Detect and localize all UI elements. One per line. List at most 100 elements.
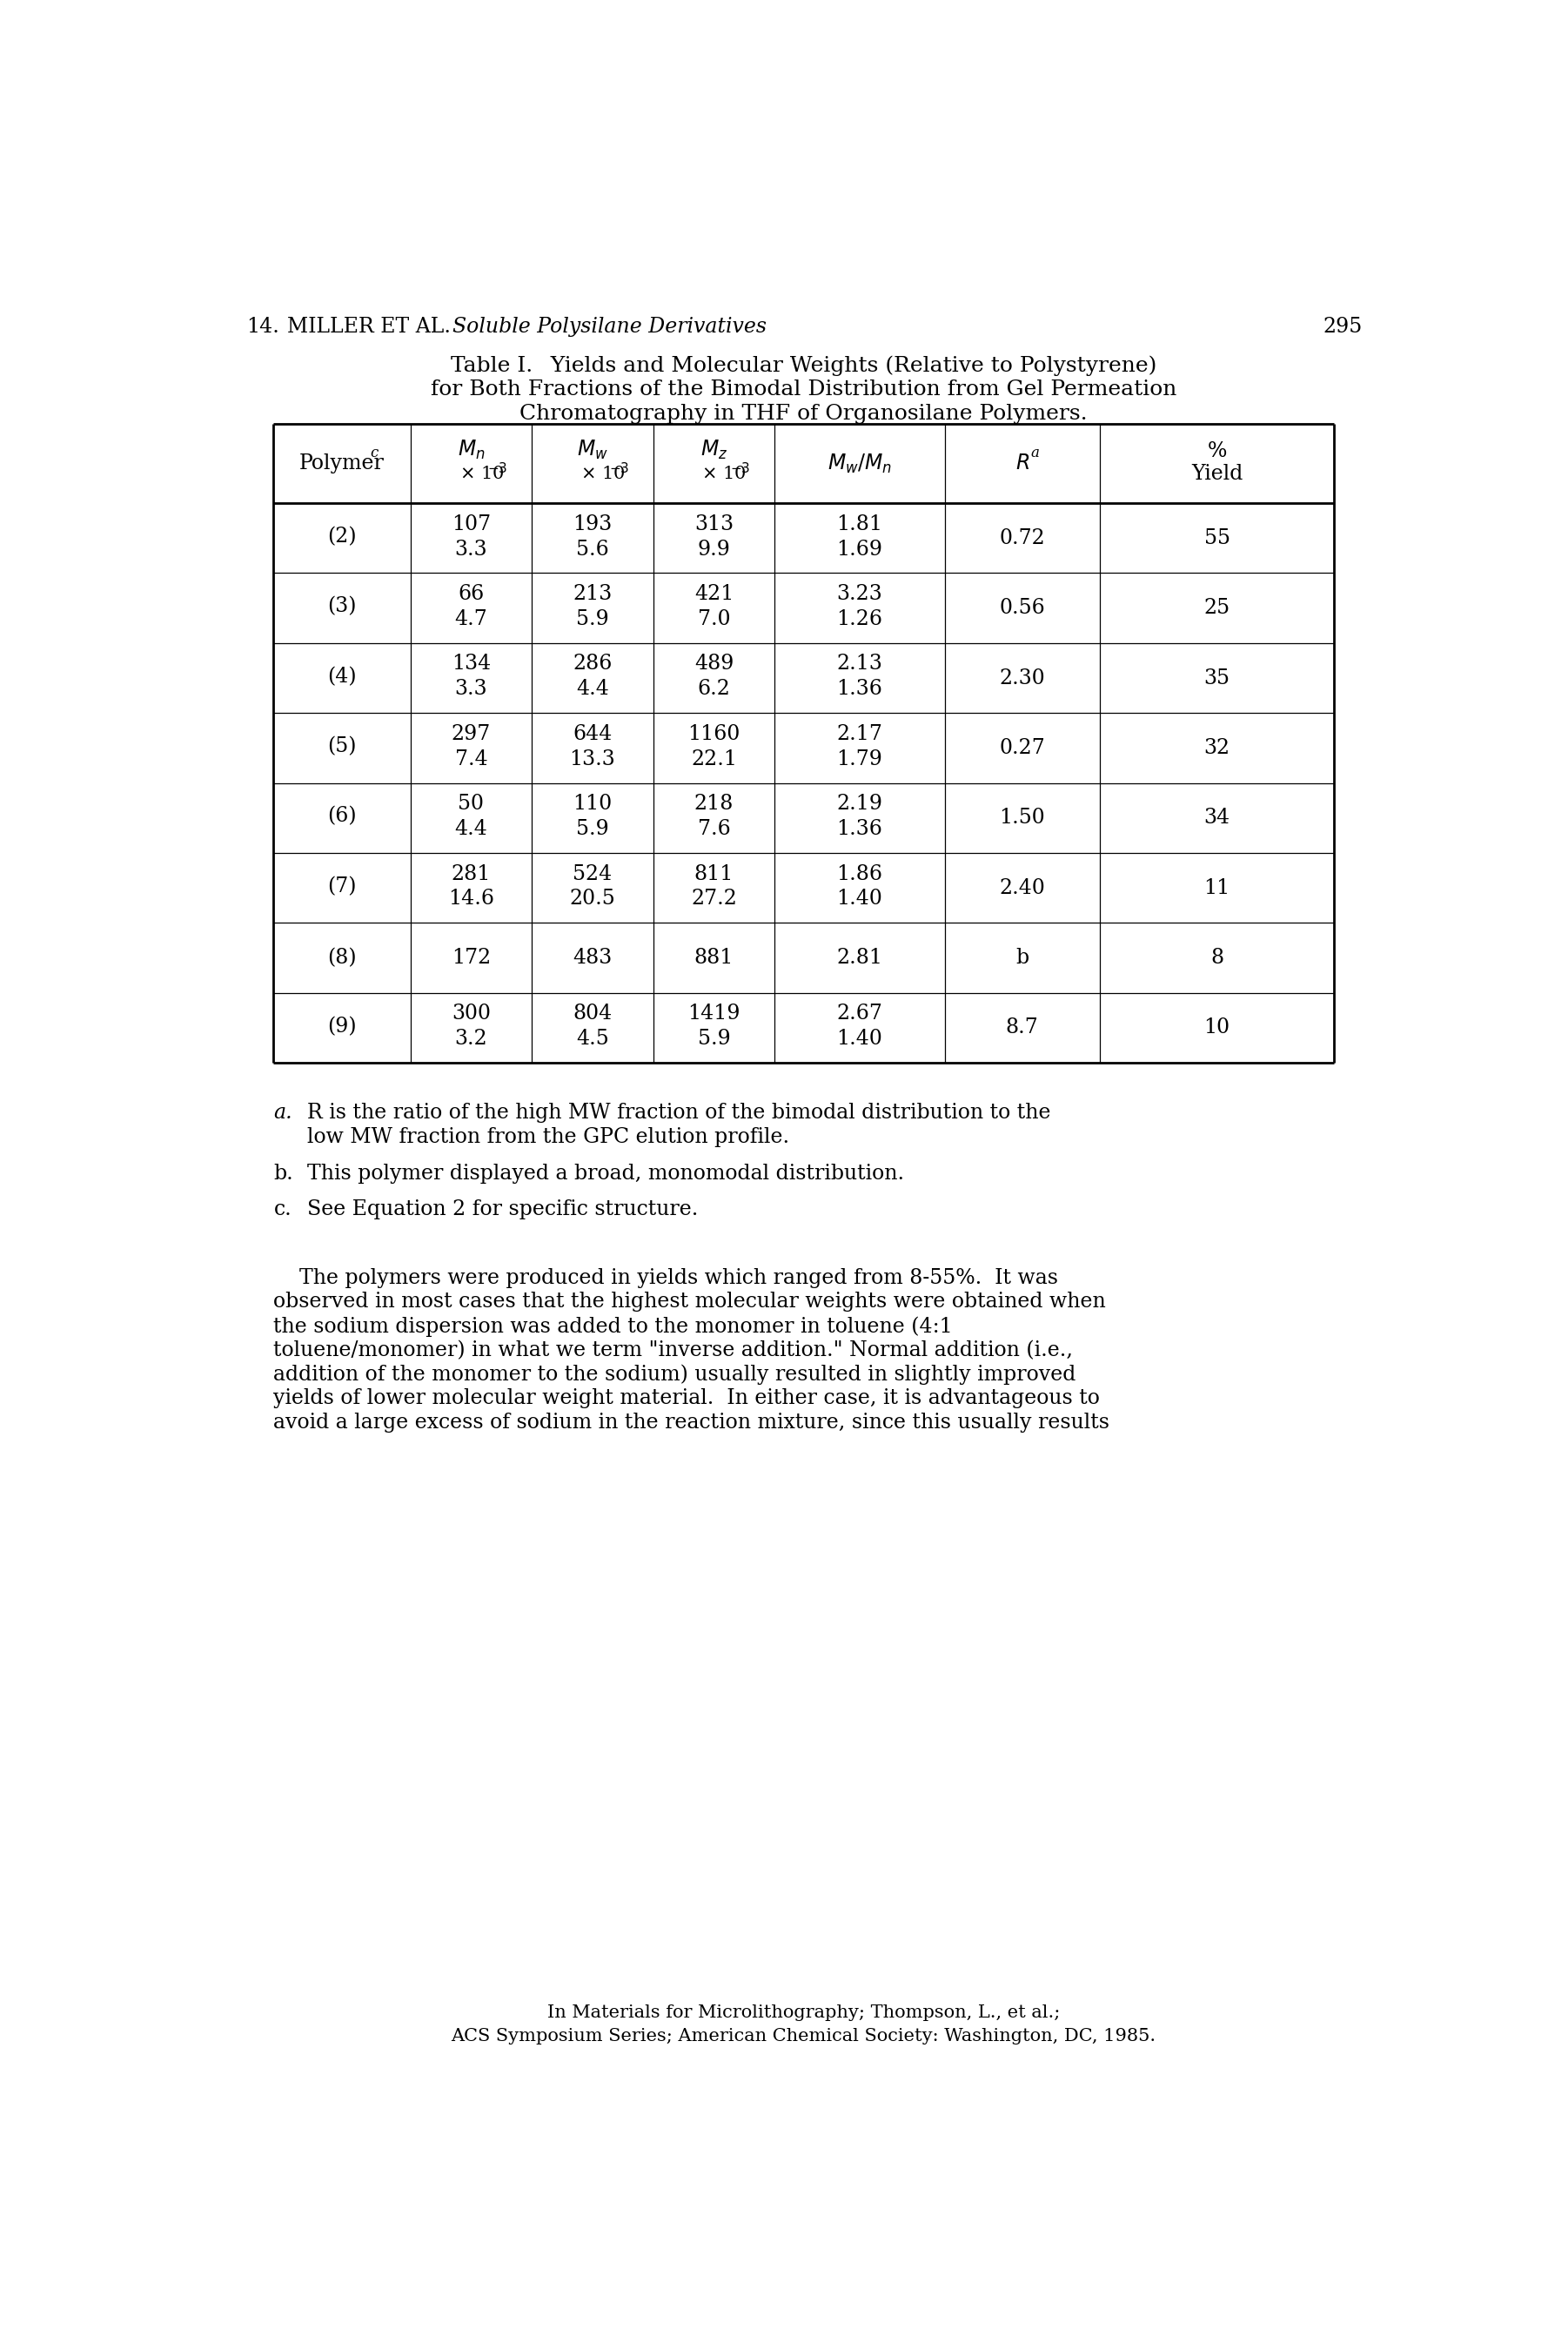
Text: the sodium dispersion was added to the monomer in toluene (4:1: the sodium dispersion was added to the m… bbox=[273, 1316, 953, 1337]
Text: 134: 134 bbox=[452, 653, 491, 674]
Text: 300: 300 bbox=[452, 1003, 491, 1025]
Text: 4.5: 4.5 bbox=[575, 1029, 608, 1048]
Text: 0.27: 0.27 bbox=[999, 738, 1044, 759]
Text: 14.: 14. bbox=[246, 317, 279, 336]
Text: 644: 644 bbox=[572, 724, 612, 745]
Text: $-3$: $-3$ bbox=[608, 461, 629, 475]
Text: $M_z$: $M_z$ bbox=[701, 439, 728, 461]
Text: 110: 110 bbox=[572, 794, 612, 813]
Text: 2.30: 2.30 bbox=[999, 667, 1044, 689]
Text: 10: 10 bbox=[1204, 1018, 1229, 1039]
Text: addition of the monomer to the sodium) usually resulted in slightly improved: addition of the monomer to the sodium) u… bbox=[273, 1365, 1076, 1384]
Text: 881: 881 bbox=[695, 947, 734, 968]
Text: 34: 34 bbox=[1204, 808, 1229, 827]
Text: ACS Symposium Series; American Chemical Society: Washington, DC, 1985.: ACS Symposium Series; American Chemical … bbox=[452, 2028, 1156, 2044]
Text: low MW fraction from the GPC elution profile.: low MW fraction from the GPC elution pro… bbox=[307, 1128, 789, 1147]
Text: 1419: 1419 bbox=[688, 1003, 740, 1025]
Text: 3.3: 3.3 bbox=[455, 538, 488, 559]
Text: $M_w/M_n$: $M_w/M_n$ bbox=[828, 451, 892, 475]
Text: $M_n$: $M_n$ bbox=[458, 439, 485, 461]
Text: 804: 804 bbox=[572, 1003, 612, 1025]
Text: 2.40: 2.40 bbox=[999, 879, 1046, 898]
Text: Chromatography in THF of Organosilane Polymers.: Chromatography in THF of Organosilane Po… bbox=[519, 404, 1088, 423]
Text: for Both Fractions of the Bimodal Distribution from Gel Permeation: for Both Fractions of the Bimodal Distri… bbox=[431, 381, 1176, 400]
Text: 107: 107 bbox=[452, 515, 491, 533]
Text: 489: 489 bbox=[695, 653, 734, 674]
Text: This polymer displayed a broad, monomodal distribution.: This polymer displayed a broad, monomoda… bbox=[307, 1163, 905, 1184]
Text: 8.7: 8.7 bbox=[1005, 1018, 1038, 1039]
Text: 25: 25 bbox=[1204, 599, 1229, 618]
Text: 313: 313 bbox=[695, 515, 734, 533]
Text: 55: 55 bbox=[1204, 529, 1229, 548]
Text: 6.2: 6.2 bbox=[698, 679, 731, 700]
Text: (4): (4) bbox=[328, 667, 356, 686]
Text: 1.69: 1.69 bbox=[836, 538, 883, 559]
Text: 193: 193 bbox=[572, 515, 612, 533]
Text: 0.72: 0.72 bbox=[999, 529, 1044, 548]
Text: 3.23: 3.23 bbox=[837, 585, 883, 604]
Text: observed in most cases that the highest molecular weights were obtained when: observed in most cases that the highest … bbox=[273, 1293, 1105, 1311]
Text: c.: c. bbox=[273, 1198, 292, 1220]
Text: 295: 295 bbox=[1323, 317, 1363, 336]
Text: 524: 524 bbox=[572, 865, 612, 884]
Text: toluene/monomer) in what we term "inverse addition." Normal addition (i.e.,: toluene/monomer) in what we term "invers… bbox=[273, 1339, 1073, 1361]
Text: 811: 811 bbox=[695, 865, 734, 884]
Text: 1.86: 1.86 bbox=[836, 865, 883, 884]
Text: 5.9: 5.9 bbox=[698, 1029, 731, 1048]
Text: See Equation 2 for specific structure.: See Equation 2 for specific structure. bbox=[307, 1198, 698, 1220]
Text: 4.7: 4.7 bbox=[455, 609, 488, 630]
Text: 286: 286 bbox=[572, 653, 612, 674]
Text: (9): (9) bbox=[328, 1018, 356, 1036]
Text: Yield: Yield bbox=[1192, 465, 1243, 484]
Text: $\times$ 10: $\times$ 10 bbox=[459, 465, 503, 482]
Text: 2.67: 2.67 bbox=[837, 1003, 883, 1025]
Text: 1.40: 1.40 bbox=[837, 888, 883, 909]
Text: avoid a large excess of sodium in the reaction mixture, since this usually resul: avoid a large excess of sodium in the re… bbox=[273, 1412, 1110, 1434]
Text: 1160: 1160 bbox=[688, 724, 740, 745]
Text: 7.6: 7.6 bbox=[698, 820, 731, 839]
Text: b: b bbox=[1016, 947, 1029, 968]
Text: $-3$: $-3$ bbox=[731, 461, 751, 475]
Text: 13.3: 13.3 bbox=[569, 750, 616, 768]
Text: 2.13: 2.13 bbox=[837, 653, 883, 674]
Text: $R$: $R$ bbox=[1014, 454, 1029, 475]
Text: 421: 421 bbox=[695, 585, 734, 604]
Text: 35: 35 bbox=[1204, 667, 1229, 689]
Text: 213: 213 bbox=[572, 585, 612, 604]
Text: The polymers were produced in yields which ranged from 8-55%.  It was: The polymers were produced in yields whi… bbox=[273, 1269, 1058, 1288]
Text: (2): (2) bbox=[328, 526, 356, 548]
Text: Soluble Polysilane Derivatives: Soluble Polysilane Derivatives bbox=[452, 317, 767, 336]
Text: c: c bbox=[370, 446, 378, 461]
Text: 11: 11 bbox=[1204, 879, 1231, 898]
Text: 3.2: 3.2 bbox=[455, 1029, 488, 1048]
Text: $\times$ 10: $\times$ 10 bbox=[580, 465, 626, 482]
Text: 4.4: 4.4 bbox=[575, 679, 608, 700]
Text: 2.81: 2.81 bbox=[836, 947, 883, 968]
Text: 3.3: 3.3 bbox=[455, 679, 488, 700]
Text: $\times$ 10: $\times$ 10 bbox=[702, 465, 746, 482]
Text: MILLER ET AL.: MILLER ET AL. bbox=[287, 317, 450, 336]
Text: 172: 172 bbox=[452, 947, 491, 968]
Text: a.: a. bbox=[273, 1102, 292, 1123]
Text: R is the ratio of the high MW fraction of the bimodal distribution to the: R is the ratio of the high MW fraction o… bbox=[307, 1102, 1051, 1123]
Text: In Materials for Microlithography; Thompson, L., et al.;: In Materials for Microlithography; Thomp… bbox=[547, 2005, 1060, 2021]
Text: 1.36: 1.36 bbox=[837, 679, 883, 700]
Text: 218: 218 bbox=[695, 794, 734, 813]
Text: Table I.  Yields and Molecular Weights (Relative to Polystyrene): Table I. Yields and Molecular Weights (R… bbox=[450, 355, 1157, 376]
Text: 7.0: 7.0 bbox=[698, 609, 731, 630]
Text: 1.81: 1.81 bbox=[836, 515, 883, 533]
Text: b.: b. bbox=[273, 1163, 293, 1184]
Text: (3): (3) bbox=[328, 597, 356, 616]
Text: 32: 32 bbox=[1204, 738, 1229, 759]
Text: 2.19: 2.19 bbox=[836, 794, 883, 813]
Text: 50: 50 bbox=[458, 794, 485, 813]
Text: 297: 297 bbox=[452, 724, 491, 745]
Text: $-3$: $-3$ bbox=[488, 461, 508, 475]
Text: 1.36: 1.36 bbox=[837, 820, 883, 839]
Text: 1.40: 1.40 bbox=[837, 1029, 883, 1048]
Text: 8: 8 bbox=[1210, 947, 1223, 968]
Text: Polymer: Polymer bbox=[299, 454, 384, 475]
Text: 66: 66 bbox=[458, 585, 485, 604]
Text: 483: 483 bbox=[572, 947, 612, 968]
Text: (7): (7) bbox=[328, 877, 356, 895]
